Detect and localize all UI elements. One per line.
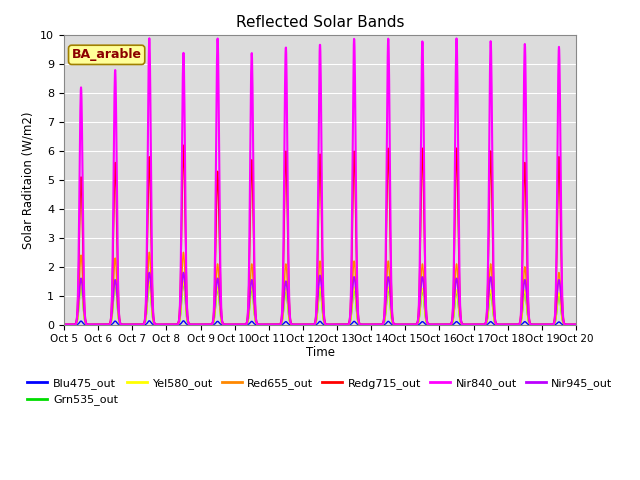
Redg715_out xyxy=(346,315,354,321)
Redg715_out xyxy=(203,322,211,327)
Grn535_out xyxy=(60,322,68,327)
Red655_out xyxy=(346,319,354,325)
Nir840_out xyxy=(527,322,535,327)
Red655_out xyxy=(541,322,549,327)
Red655_out xyxy=(335,322,342,327)
Red655_out xyxy=(468,322,476,327)
Grn535_out xyxy=(541,322,549,327)
Blu475_out xyxy=(145,318,153,324)
Nir840_out xyxy=(346,317,354,323)
Yel580_out xyxy=(145,278,153,284)
Nir945_out xyxy=(346,317,354,323)
Yel580_out xyxy=(468,322,476,327)
Blu475_out xyxy=(527,322,535,327)
Yel580_out xyxy=(527,322,535,327)
Line: Redg715_out: Redg715_out xyxy=(64,145,576,324)
Y-axis label: Solar Raditaion (W/m2): Solar Raditaion (W/m2) xyxy=(22,111,35,249)
Grn535_out xyxy=(335,322,342,327)
Nir945_out xyxy=(335,322,342,327)
Yel580_out xyxy=(203,322,211,327)
Blu475_out xyxy=(203,322,211,327)
Blu475_out xyxy=(60,322,68,327)
Grn535_out xyxy=(468,322,476,327)
Nir840_out xyxy=(572,322,580,327)
Redg715_out xyxy=(541,322,549,327)
Red655_out xyxy=(572,322,580,327)
Yel580_out xyxy=(335,322,342,327)
Red655_out xyxy=(60,322,68,327)
Line: Nir840_out: Nir840_out xyxy=(64,38,576,324)
Nir945_out xyxy=(145,270,153,276)
Blu475_out xyxy=(541,322,549,327)
Redg715_out xyxy=(60,322,68,327)
Text: BA_arable: BA_arable xyxy=(72,48,141,61)
Nir840_out xyxy=(541,322,549,327)
Red655_out xyxy=(145,250,153,255)
Title: Reflected Solar Bands: Reflected Solar Bands xyxy=(236,15,404,30)
Redg715_out xyxy=(468,322,476,327)
Nir945_out xyxy=(60,322,68,327)
Nir840_out xyxy=(145,36,153,41)
Nir840_out xyxy=(468,322,476,327)
Line: Nir945_out: Nir945_out xyxy=(64,273,576,324)
Line: Grn535_out: Grn535_out xyxy=(64,282,576,324)
Red655_out xyxy=(203,322,211,327)
Legend: Blu475_out, Grn535_out, Yel580_out, Red655_out, Redg715_out, Nir840_out, Nir945_: Blu475_out, Grn535_out, Yel580_out, Red6… xyxy=(23,373,617,410)
Nir840_out xyxy=(335,322,342,327)
Blu475_out xyxy=(572,322,580,327)
Grn535_out xyxy=(572,322,580,327)
Line: Red655_out: Red655_out xyxy=(64,252,576,324)
Line: Blu475_out: Blu475_out xyxy=(64,321,576,324)
Line: Yel580_out: Yel580_out xyxy=(64,281,576,324)
Nir945_out xyxy=(572,322,580,327)
Yel580_out xyxy=(572,322,580,327)
Yel580_out xyxy=(346,320,354,326)
Grn535_out xyxy=(145,279,153,285)
Nir945_out xyxy=(203,322,211,327)
Blu475_out xyxy=(468,322,476,327)
Grn535_out xyxy=(527,322,535,327)
Nir840_out xyxy=(60,322,68,327)
Redg715_out xyxy=(572,322,580,327)
Grn535_out xyxy=(346,320,354,326)
Nir945_out xyxy=(468,322,476,327)
Grn535_out xyxy=(203,322,211,327)
Yel580_out xyxy=(541,322,549,327)
Nir945_out xyxy=(541,322,549,327)
Nir945_out xyxy=(527,321,535,327)
Blu475_out xyxy=(335,322,342,327)
Redg715_out xyxy=(527,322,535,327)
Yel580_out xyxy=(60,322,68,327)
Redg715_out xyxy=(335,322,342,327)
X-axis label: Time: Time xyxy=(305,346,335,359)
Red655_out xyxy=(527,322,535,327)
Redg715_out xyxy=(180,143,188,148)
Nir840_out xyxy=(203,322,211,327)
Blu475_out xyxy=(346,322,354,327)
